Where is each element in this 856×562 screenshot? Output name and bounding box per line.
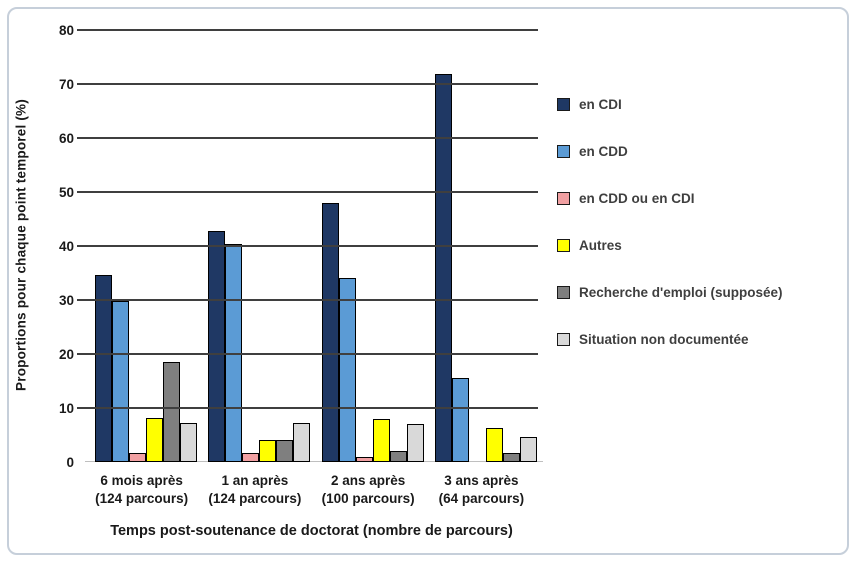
bar-group-3 [312,202,425,462]
bar [502,453,520,462]
legend-swatch-icon [557,333,570,346]
x-category-label-line2: (100 parcours) [321,491,415,506]
bar [146,418,163,462]
legend-item: en CDI [557,97,783,112]
legend-label: Autres [579,238,622,253]
legend-item: Situation non documentée [557,332,783,347]
y-tick-label-30: 30 [58,293,74,308]
legend-swatch-icon [557,145,570,158]
bar-group-4 [425,73,538,462]
bar [180,422,197,462]
legend-label: en CDI [579,97,622,112]
y-tick-label-80: 80 [58,23,74,38]
bar-group-1 [85,274,198,462]
y-tick-label-40: 40 [58,239,74,254]
gridline-80 [77,29,538,31]
legend-item: Recherche d'emploi (supposée) [557,285,783,300]
bar [519,436,537,462]
x-axis-category-labels: 6 mois après (124 parcours) 1 an après (124… [85,472,538,508]
x-category-label-1: 6 mois après (124 parcours) [85,472,198,508]
gridline-20 [77,353,538,355]
y-tick-label-50: 50 [58,185,74,200]
x-category-label-line2: (124 parcours) [95,491,189,506]
x-axis-title: Temps post-soutenance de doctorat (nombr… [110,523,513,539]
y-tick-label-20: 20 [58,347,74,362]
x-category-label-line1: 1 an après [221,473,289,488]
legend-swatch-icon [557,98,570,111]
x-category-label-3: 2 ans après (100 parcours) [312,472,425,508]
x-axis-line [85,460,543,462]
bar [259,440,277,462]
x-category-label-line2: (124 parcours) [208,491,302,506]
bar [451,377,469,462]
legend-label: Recherche d'emploi (supposée) [579,285,783,300]
bar [389,451,407,462]
y-tick-label-0: 0 [66,455,74,470]
legend-label: Situation non documentée [579,332,749,347]
bar [129,453,146,462]
legend-label: en CDD [579,144,628,159]
bar [485,427,503,462]
gridline-10 [77,407,538,409]
legend-swatch-icon [557,239,570,252]
x-category-label-line1: 6 mois après [100,473,183,488]
legend-item: en CDD ou en CDI [557,191,783,206]
legend-label: en CDD ou en CDI [579,191,695,206]
gridline-50 [77,191,538,193]
bar [95,274,112,462]
gridline-60 [77,137,538,139]
bar [276,440,294,462]
y-tick-label-10: 10 [58,401,74,416]
bar [208,231,226,462]
legend-item: Autres [557,238,783,253]
gridline-40 [77,245,538,247]
bar-groups [85,22,538,462]
legend-swatch-icon [557,192,570,205]
bar [112,301,129,462]
y-axis-title: Proportions pour chaque point temporel (… [13,99,29,391]
gridline-30 [77,299,538,301]
bar [321,202,339,462]
bar [355,456,373,462]
x-category-label-2: 1 an après (124 parcours) [198,472,311,508]
bar [372,418,390,462]
bar [406,424,424,462]
legend-item: en CDD [557,144,783,159]
bar [293,422,311,462]
y-tick-label-60: 60 [58,131,74,146]
x-category-label-4: 3 ans après (64 parcours) [425,472,538,508]
plot-area: 0 10 20 30 40 50 60 70 80 [59,22,543,470]
legend-swatch-icon [557,286,570,299]
legend: en CDI en CDD en CDD ou en CDI Autres Recher… [557,97,783,379]
y-tick-label-70: 70 [58,77,74,92]
x-category-label-line2: (64 parcours) [438,491,525,506]
bar [434,73,452,462]
bar [242,453,260,462]
x-category-label-line1: 3 ans après [444,473,519,488]
figure-frame [7,7,849,555]
gridline-70 [77,83,538,85]
bar [163,362,180,462]
x-category-label-line1: 2 ans après [330,473,406,488]
bar-group-2 [198,231,311,462]
bar [338,278,356,462]
